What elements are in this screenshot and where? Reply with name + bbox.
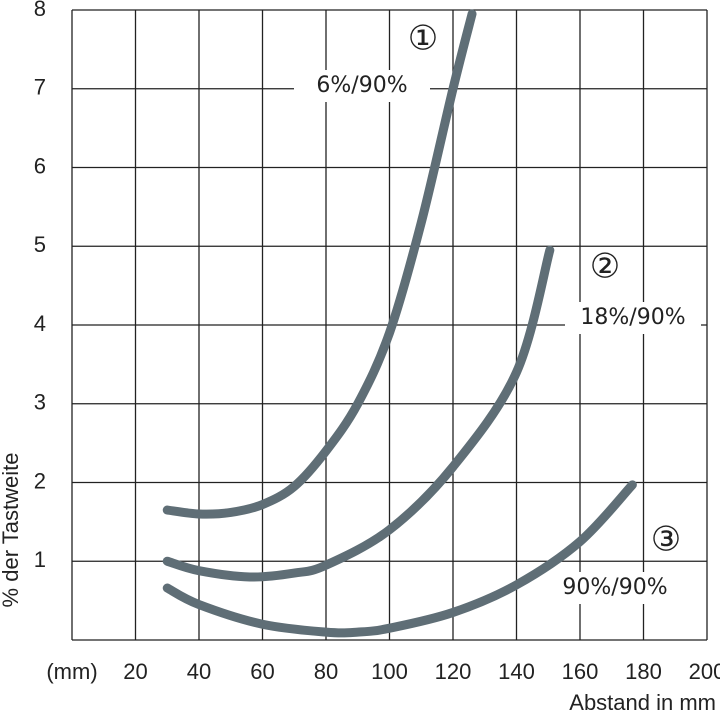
annotation-bg xyxy=(294,70,430,102)
x-tick-label: 180 xyxy=(625,659,662,684)
y-axis-label: % der Tastweite xyxy=(0,453,23,608)
x-tick-label: 200 xyxy=(689,659,720,684)
annotation: ① xyxy=(408,19,438,59)
y-tick-label: 6 xyxy=(34,153,46,178)
x-tick-label: 140 xyxy=(498,659,535,684)
x-tick-label: 40 xyxy=(187,659,211,684)
y-tick-label: 3 xyxy=(34,390,46,415)
x-tick-label: 80 xyxy=(314,659,338,684)
y-tick-label: 5 xyxy=(34,232,46,257)
y-tick-label: 7 xyxy=(34,75,46,100)
x-tick-label: 20 xyxy=(123,659,147,684)
y-tick-label: 1 xyxy=(34,547,46,572)
annotation: ③ xyxy=(651,520,681,560)
x-tick-label: 120 xyxy=(435,659,472,684)
y-tick-label: 4 xyxy=(34,311,46,336)
line-series xyxy=(162,480,637,638)
annotation: 18%/90% xyxy=(580,305,685,330)
x-unit-label: (mm) xyxy=(46,659,97,684)
line-series xyxy=(162,9,477,519)
x-tick-label: 60 xyxy=(250,659,274,684)
x-axis-label: Abstand in mm xyxy=(569,690,716,715)
annotation-bg xyxy=(565,302,701,334)
line-series xyxy=(162,245,555,582)
annotation-bg xyxy=(547,572,683,604)
annotation: 90%/90% xyxy=(562,575,667,600)
y-tick-label: 2 xyxy=(34,468,46,493)
annotation: 6%/90% xyxy=(316,73,407,98)
x-tick-label: 160 xyxy=(562,659,599,684)
x-tick-label: 100 xyxy=(371,659,408,684)
y-tick-label: 8 xyxy=(34,0,46,21)
annotation: ② xyxy=(590,247,620,287)
